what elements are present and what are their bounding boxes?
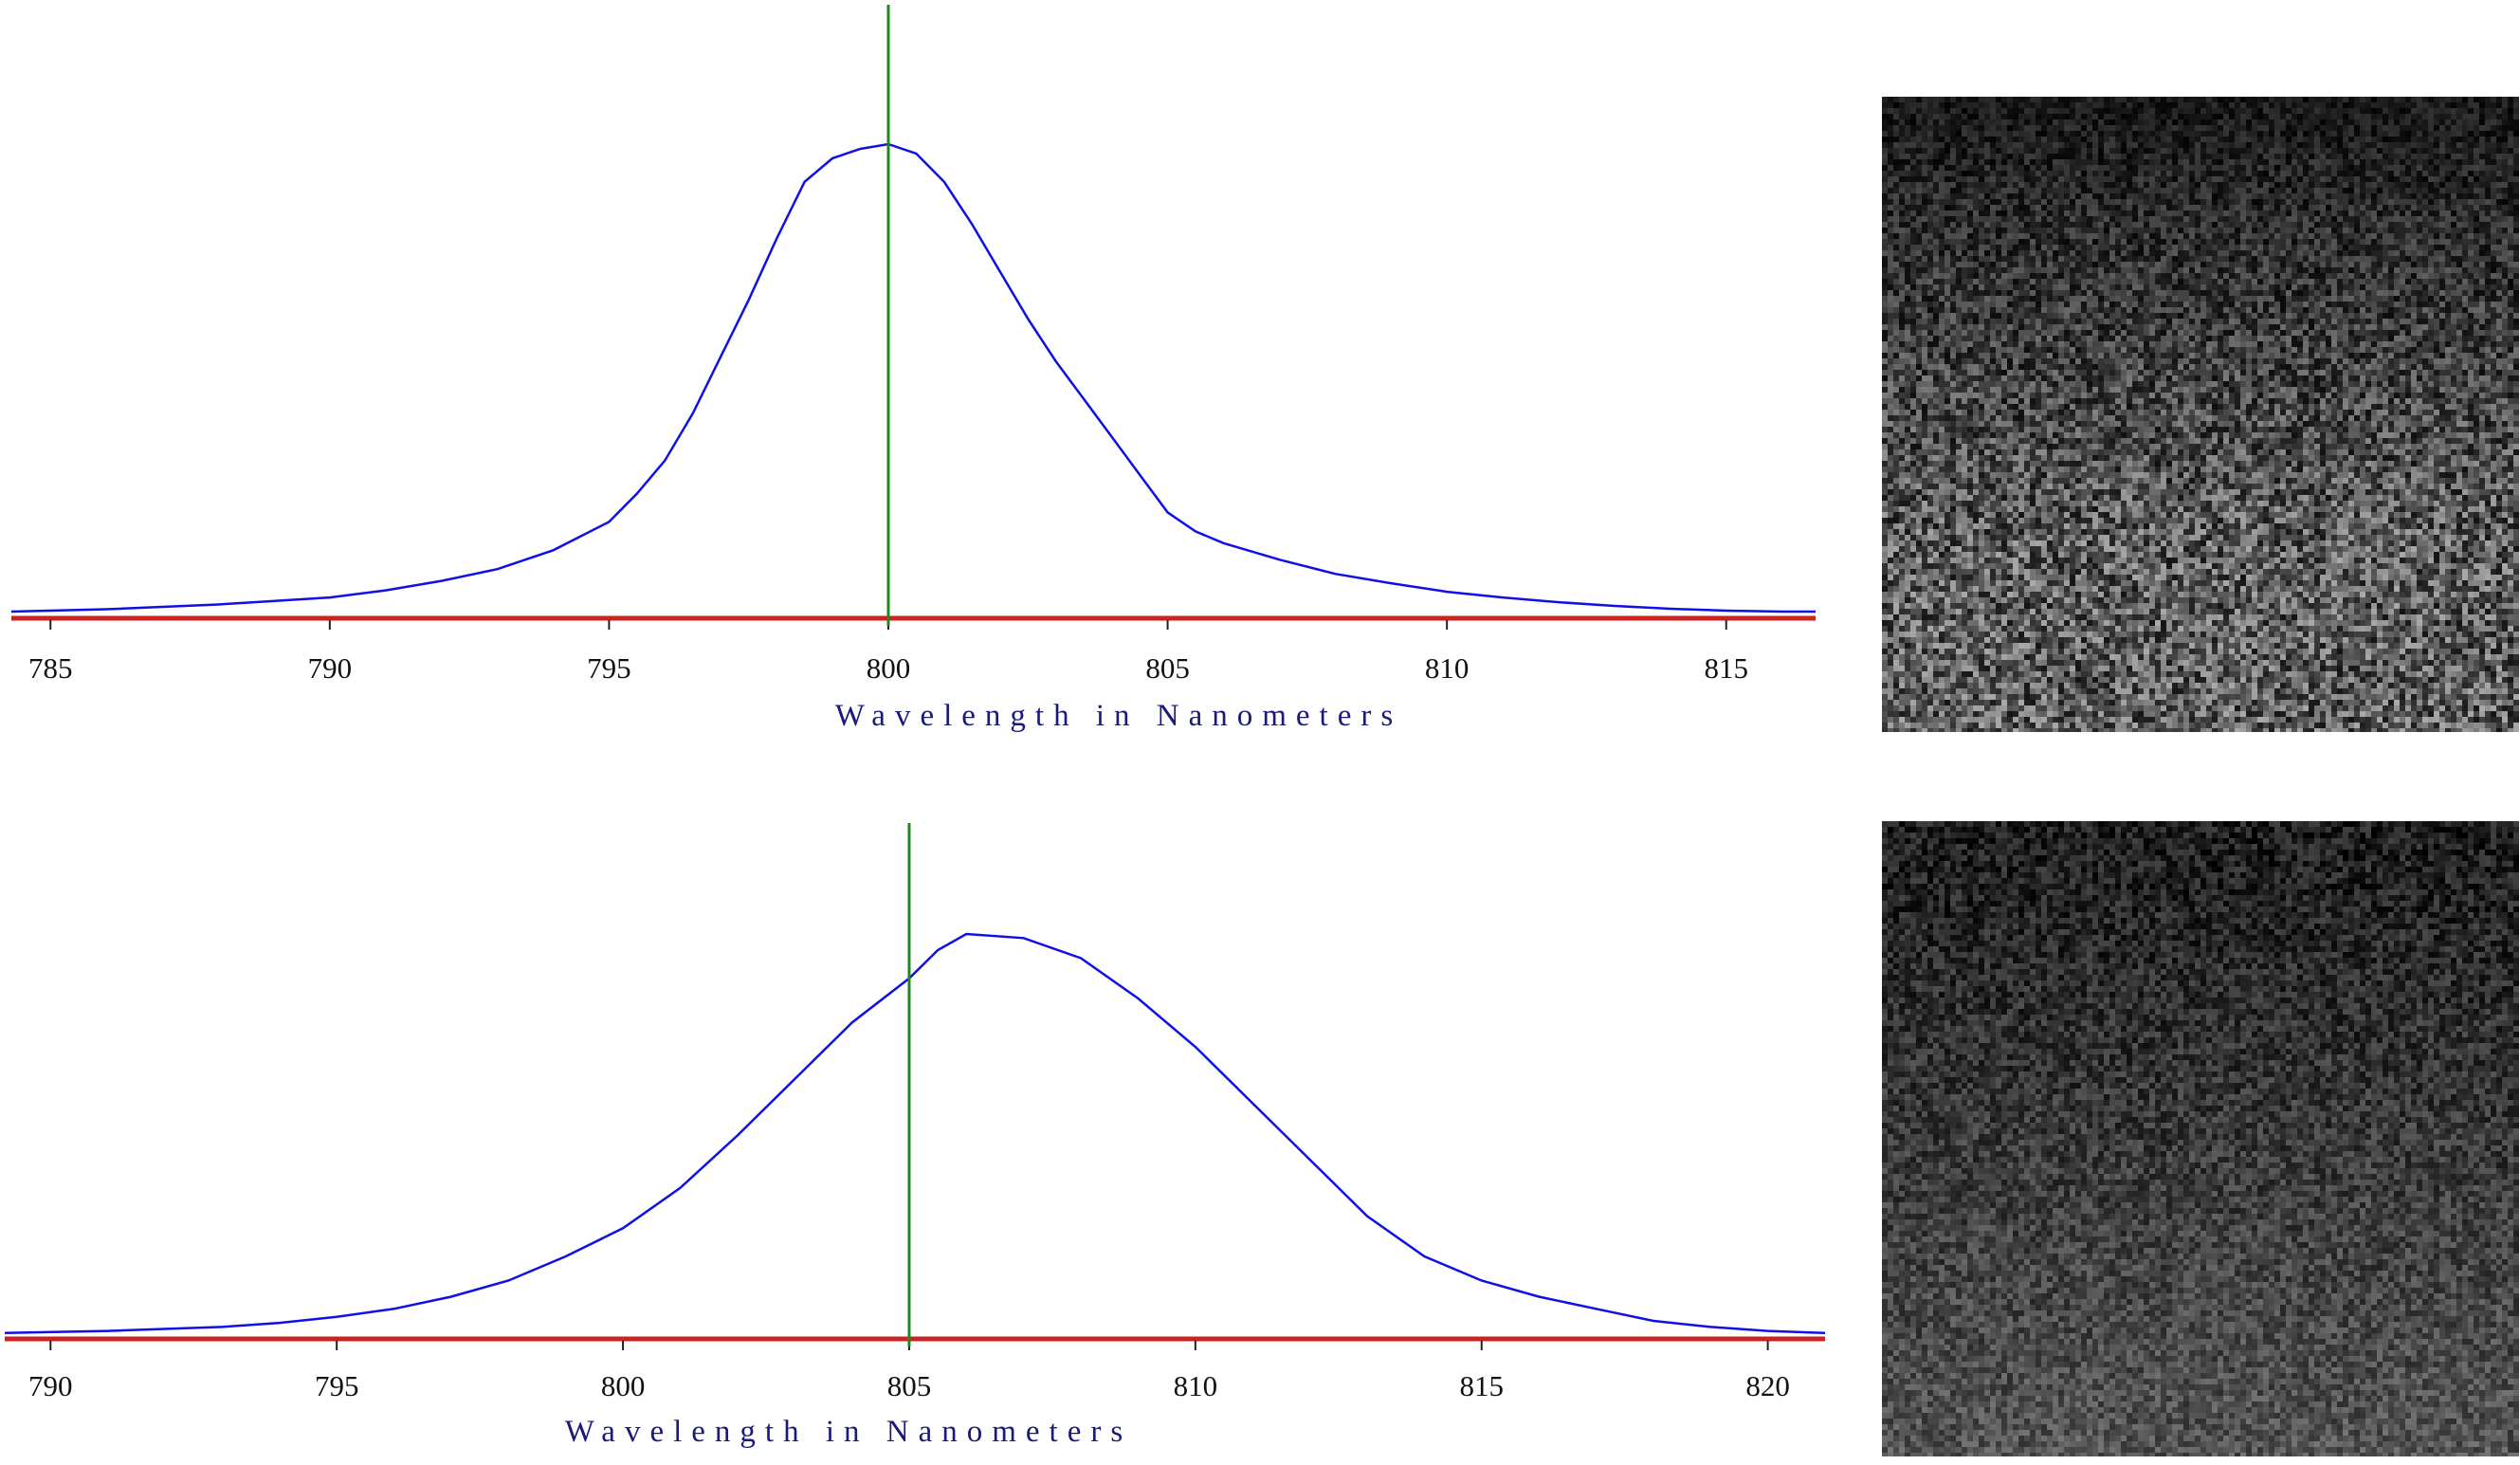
- x-tick-label: 805: [1145, 651, 1190, 685]
- x-tick-label: 790: [28, 1369, 73, 1402]
- fluorescence-image-bottom: [1882, 821, 2519, 1456]
- x-tick-label: 800: [867, 651, 911, 685]
- x-tick-label: 785: [28, 651, 73, 685]
- x-tick-label: 815: [1459, 1369, 1504, 1402]
- x-tick-label: 810: [1174, 1369, 1218, 1402]
- spectrum-curve: [5, 934, 1825, 1333]
- spectrum-chart-top-svg: 785 790 795 800 805 810 815 Wavelength in Nanom…: [0, 0, 1830, 749]
- spectrum-chart-bottom-svg: 790 795 800 805 810 815 820 Wavelength in Nanom…: [0, 815, 1830, 1460]
- fluorescence-image-bottom-svg: [1882, 821, 2519, 1456]
- fluorescence-image-top-svg: [1882, 97, 2519, 732]
- x-tick-label: 805: [887, 1369, 932, 1402]
- x-axis-label: Wavelength in Nanometers: [565, 1415, 1132, 1449]
- x-tick-label: 820: [1745, 1369, 1790, 1402]
- x-tick-label: 810: [1425, 651, 1470, 685]
- spectrum-chart-bottom: 790 795 800 805 810 815 820 Wavelength in Nanom…: [0, 815, 1830, 1460]
- x-tick-label: 800: [601, 1369, 646, 1402]
- spectrum-curve: [11, 144, 1816, 612]
- x-axis-label: Wavelength in Nanometers: [835, 699, 1402, 733]
- fluorescence-image-top: [1882, 97, 2519, 732]
- x-tick-label: 815: [1704, 651, 1748, 685]
- x-tick-label: 790: [308, 651, 353, 685]
- x-tick-label: 795: [587, 651, 631, 685]
- spectrum-chart-top: 785 790 795 800 805 810 815 Wavelength in Nanom…: [0, 0, 1830, 749]
- x-tick-label: 795: [315, 1369, 359, 1402]
